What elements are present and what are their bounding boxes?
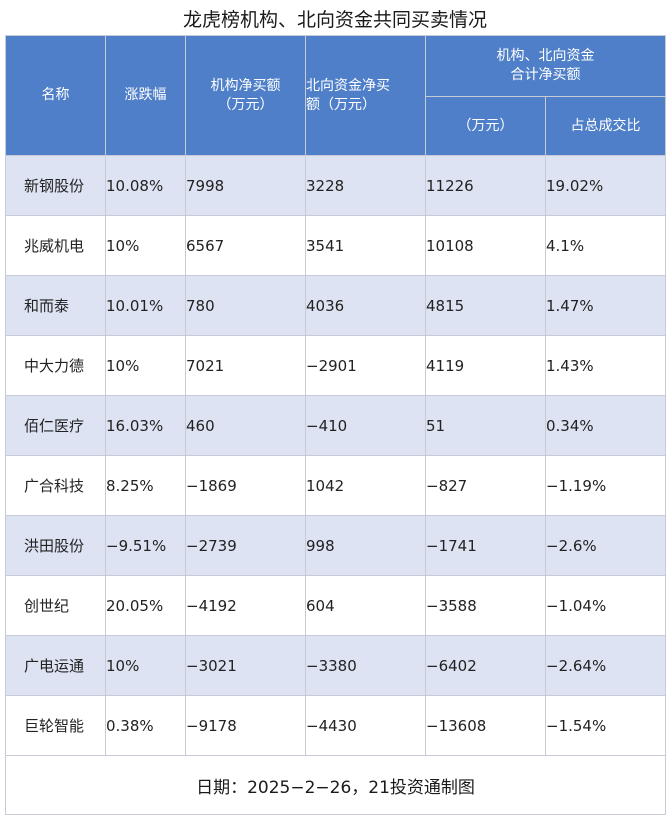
ratio-cell: 0.34%	[545, 395, 666, 456]
footer-note: 日期：2025−2−26，21投资通制图	[5, 755, 666, 815]
change-cell: 8.25%	[105, 455, 186, 516]
stock-name: 兆威机电	[5, 215, 106, 276]
header-combined-net-buy: 机构、北向资金 合计净买额	[425, 35, 666, 97]
ratio-cell: −1.54%	[545, 695, 666, 756]
change-cell: 10%	[105, 215, 186, 276]
combined-net-buy-cell: −3588	[425, 575, 546, 636]
header-north-net-buy: 北向资金净买 额（万元）	[305, 35, 426, 156]
stock-name: 和而泰	[5, 275, 106, 336]
inst-net-buy-cell: 780	[185, 275, 306, 336]
inst-net-buy-cell: −1869	[185, 455, 306, 516]
north-net-buy-cell: 3228	[305, 155, 426, 216]
north-net-buy-cell: 4036	[305, 275, 426, 336]
table-row: 巨轮智能 0.38% −9178 −4430 −13608 −1.54%	[5, 695, 666, 756]
change-cell: 10.08%	[105, 155, 186, 216]
ratio-cell: −1.04%	[545, 575, 666, 636]
combined-net-buy-cell: −6402	[425, 635, 546, 696]
table-row: 佰仁医疗 16.03% 460 −410 51 0.34%	[5, 395, 666, 456]
ratio-cell: 4.1%	[545, 215, 666, 276]
table-row: 新钢股份 10.08% 7998 3228 11226 19.02%	[5, 155, 666, 216]
north-net-buy-cell: 3541	[305, 215, 426, 276]
inst-net-buy-cell: −3021	[185, 635, 306, 696]
ratio-cell: −2.6%	[545, 515, 666, 576]
stock-name: 广电运通	[5, 635, 106, 696]
ratio-cell: 1.47%	[545, 275, 666, 336]
north-net-buy-cell: 1042	[305, 455, 426, 516]
page-title: 龙虎榜机构、北向资金共同买卖情况	[182, 9, 487, 31]
change-cell: 10.01%	[105, 275, 186, 336]
table-row: 创世纪 20.05% −4192 604 −3588 −1.04%	[5, 575, 666, 636]
ratio-cell: −2.64%	[545, 635, 666, 696]
table-row: 和而泰 10.01% 780 4036 4815 1.47%	[5, 275, 666, 336]
ratio-cell: 19.02%	[545, 155, 666, 216]
stock-name: 佰仁医疗	[5, 395, 106, 456]
inst-net-buy-cell: −4192	[185, 575, 306, 636]
inst-net-buy-cell: −9178	[185, 695, 306, 756]
stock-name: 新钢股份	[5, 155, 106, 216]
combined-net-buy-cell: −13608	[425, 695, 546, 756]
combined-net-buy-cell: 4119	[425, 335, 546, 396]
change-cell: 0.38%	[105, 695, 186, 756]
table-row: 洪田股份 −9.51% −2739 998 −1741 −2.6%	[5, 515, 666, 576]
combined-net-buy-cell: −1741	[425, 515, 546, 576]
combined-net-buy-cell: 10108	[425, 215, 546, 276]
header-combined-unit: （万元）	[425, 96, 546, 156]
stock-name: 广合科技	[5, 455, 106, 516]
table-row: 广电运通 10% −3021 −3380 −6402 −2.64%	[5, 635, 666, 696]
table-row: 中大力德 10% 7021 −2901 4119 1.43%	[5, 335, 666, 396]
north-net-buy-cell: −410	[305, 395, 426, 456]
inst-net-buy-cell: 7021	[185, 335, 306, 396]
change-cell: 10%	[105, 335, 186, 396]
header-ratio: 占总成交比	[545, 96, 666, 156]
header-inst-net-buy: 机构净买额 （万元）	[185, 35, 306, 156]
ratio-cell: −1.19%	[545, 455, 666, 516]
change-cell: 10%	[105, 635, 186, 696]
stock-name: 洪田股份	[5, 515, 106, 576]
combined-net-buy-cell: −827	[425, 455, 546, 516]
inst-net-buy-cell: 6567	[185, 215, 306, 276]
stock-name: 中大力德	[5, 335, 106, 396]
header-name: 名称	[5, 35, 106, 156]
north-net-buy-cell: 998	[305, 515, 426, 576]
north-net-buy-cell: −3380	[305, 635, 426, 696]
change-cell: 20.05%	[105, 575, 186, 636]
inst-net-buy-cell: 7998	[185, 155, 306, 216]
north-net-buy-cell: −4430	[305, 695, 426, 756]
combined-net-buy-cell: 4815	[425, 275, 546, 336]
change-cell: 16.03%	[105, 395, 186, 456]
north-net-buy-cell: −2901	[305, 335, 426, 396]
table-row: 广合科技 8.25% −1869 1042 −827 −1.19%	[5, 455, 666, 516]
combined-net-buy-cell: 11226	[425, 155, 546, 216]
inst-net-buy-cell: −2739	[185, 515, 306, 576]
stock-name: 创世纪	[5, 575, 106, 636]
table-row: 兆威机电 10% 6567 3541 10108 4.1%	[5, 215, 666, 276]
ratio-cell: 1.43%	[545, 335, 666, 396]
north-net-buy-cell: 604	[305, 575, 426, 636]
stock-name: 巨轮智能	[5, 695, 106, 756]
data-table: 名称 涨跌幅 机构净买额 （万元） 北向资金净买 额（万元） 机构、北向资金 合计净买…	[5, 35, 666, 815]
combined-net-buy-cell: 51	[425, 395, 546, 456]
header-change: 涨跌幅	[105, 35, 186, 156]
inst-net-buy-cell: 460	[185, 395, 306, 456]
change-cell: −9.51%	[105, 515, 186, 576]
